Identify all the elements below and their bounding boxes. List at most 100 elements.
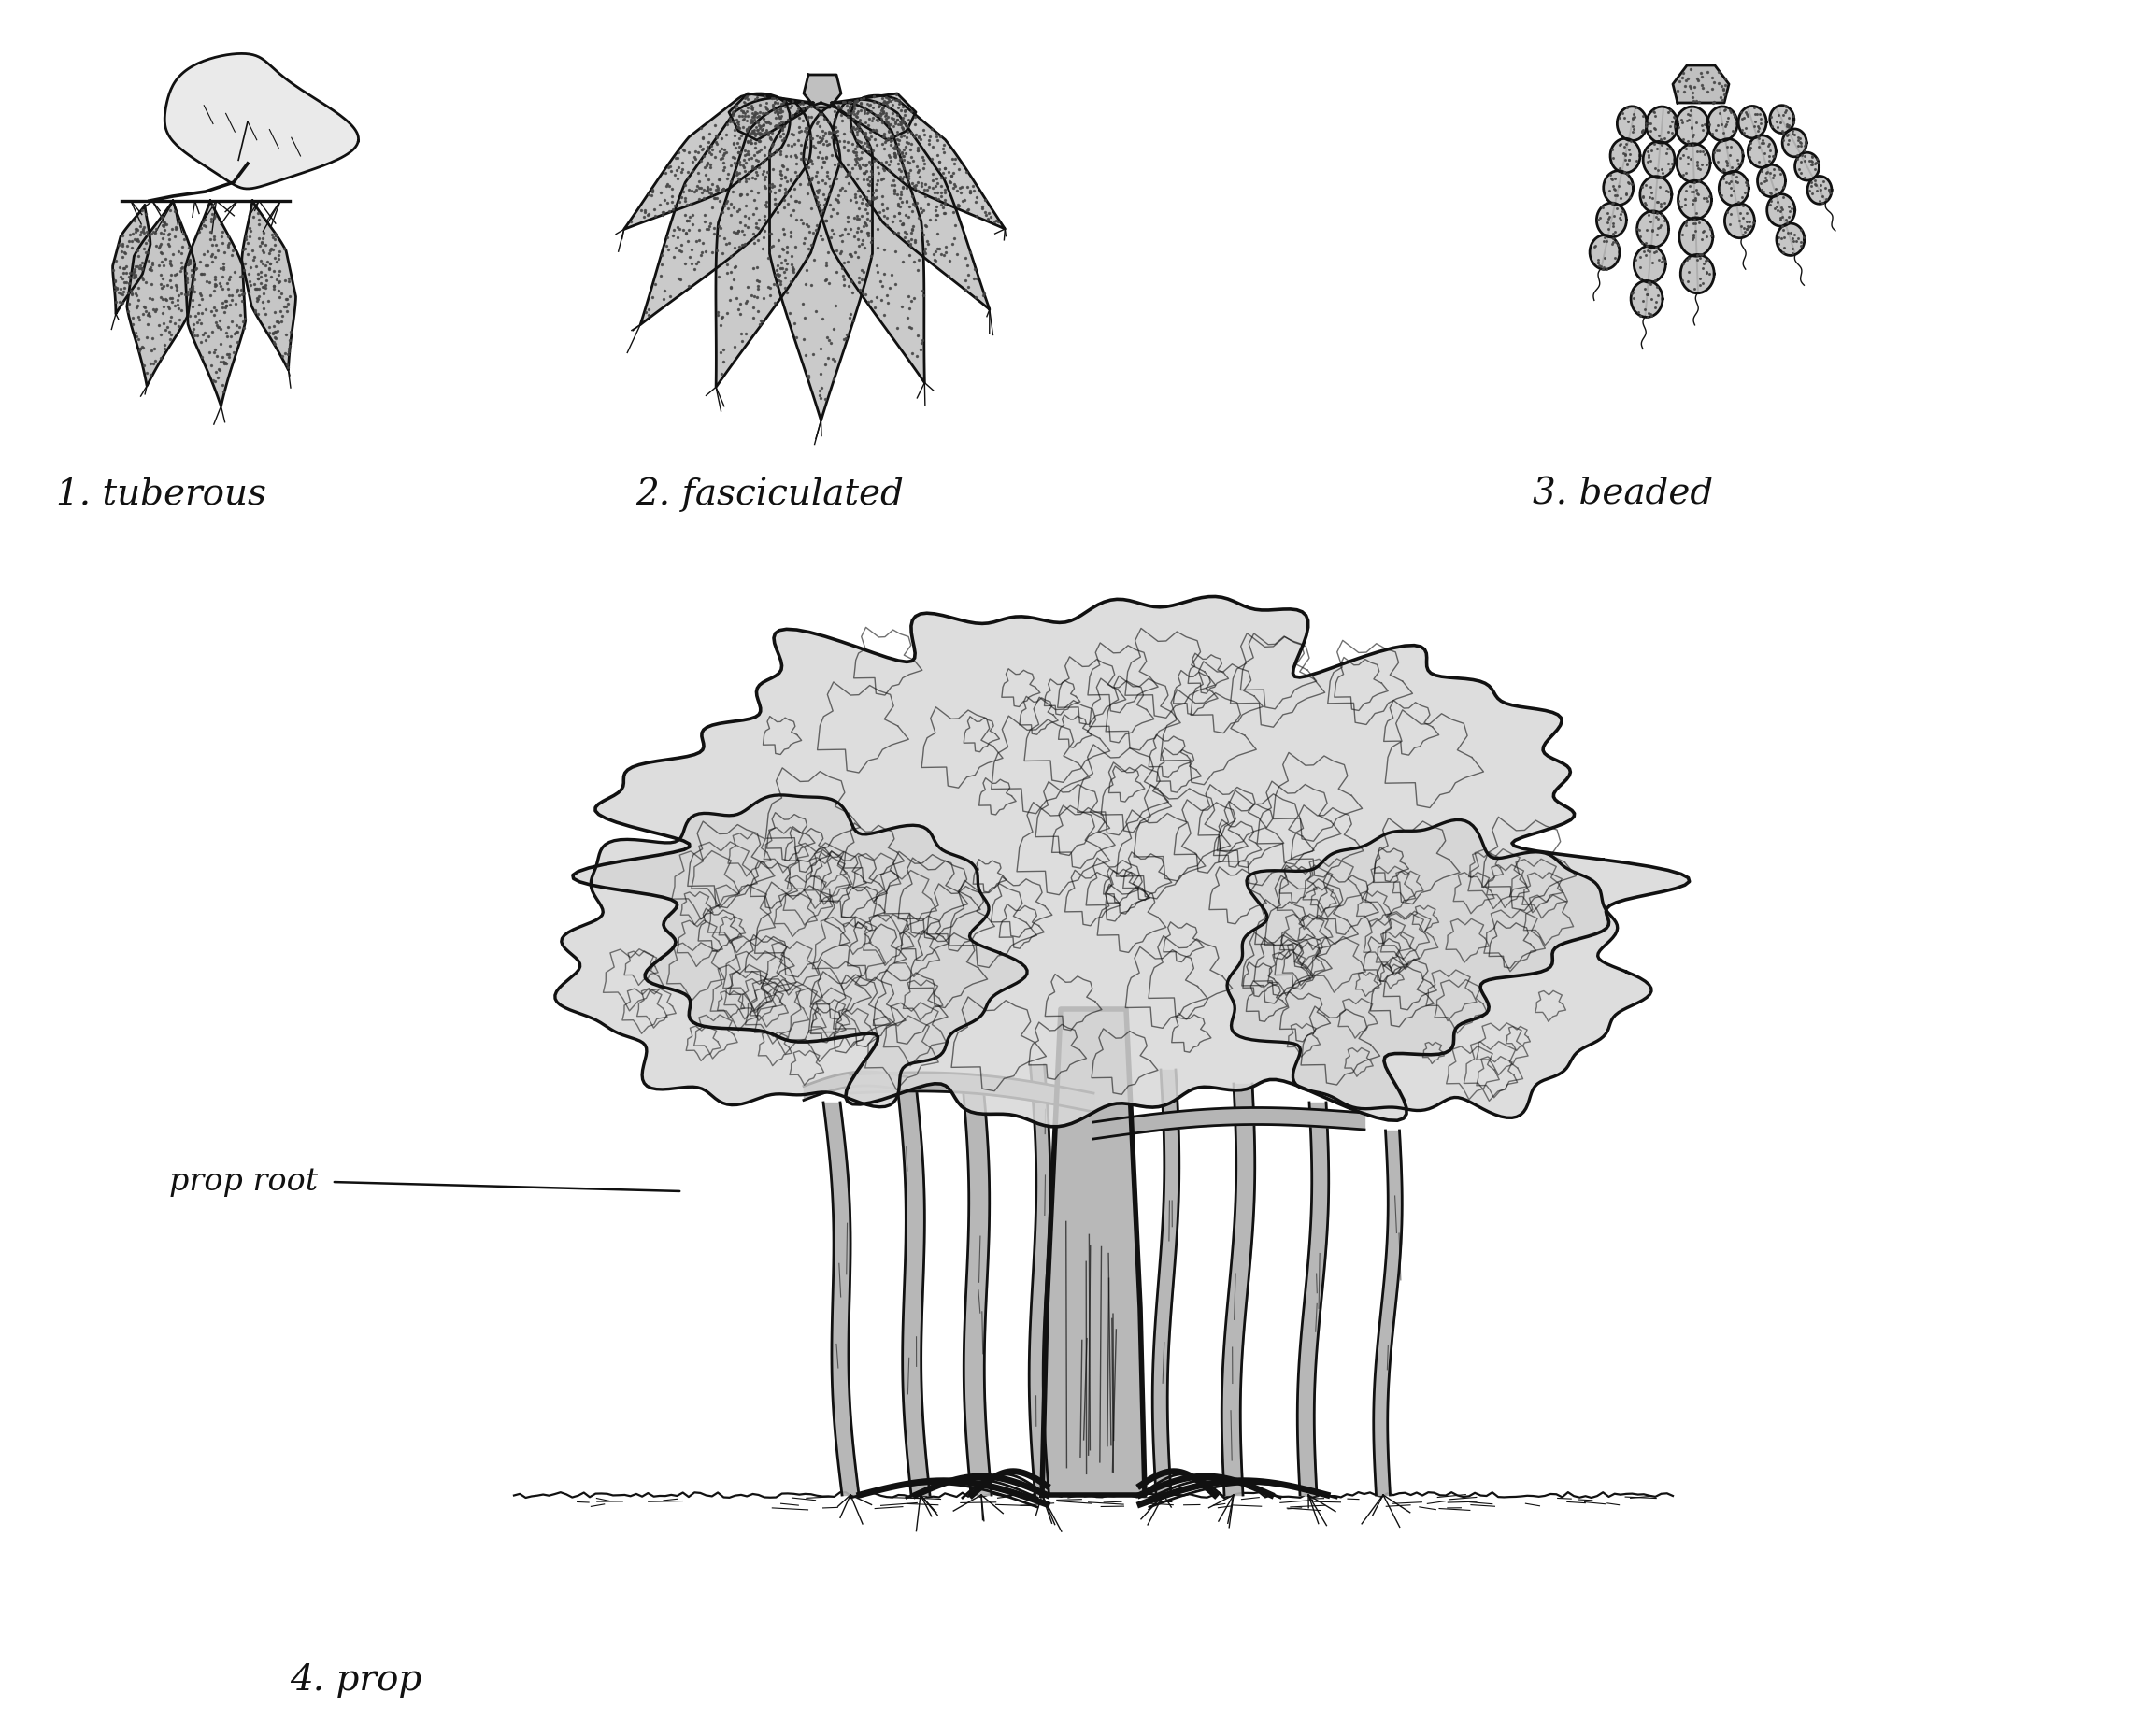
Point — [731, 214, 765, 241]
Point — [272, 336, 306, 363]
Point — [789, 210, 824, 238]
Point — [981, 207, 1015, 234]
Point — [1781, 127, 1815, 155]
Point — [895, 189, 929, 217]
Point — [1751, 158, 1785, 186]
Point — [789, 270, 824, 298]
Point — [1759, 193, 1794, 220]
Point — [785, 107, 819, 134]
Point — [183, 343, 218, 370]
Point — [901, 124, 936, 152]
Point — [867, 121, 901, 148]
Point — [207, 350, 241, 377]
Point — [1761, 102, 1796, 129]
Point — [705, 336, 740, 363]
Point — [729, 136, 763, 164]
Point — [677, 138, 711, 165]
Point — [906, 220, 940, 248]
Point — [880, 134, 914, 162]
Point — [1591, 205, 1626, 232]
Point — [817, 117, 852, 145]
Point — [1632, 141, 1667, 169]
Point — [951, 196, 985, 224]
Point — [207, 377, 241, 405]
Point — [1787, 136, 1822, 164]
Point — [237, 298, 272, 325]
Point — [1664, 193, 1699, 220]
Point — [752, 124, 787, 152]
Point — [239, 265, 274, 293]
Point — [1703, 127, 1738, 155]
Point — [837, 91, 871, 119]
Point — [830, 207, 865, 234]
Point — [789, 95, 824, 122]
Point — [740, 179, 774, 207]
Point — [871, 93, 906, 121]
Point — [817, 98, 852, 126]
Point — [765, 121, 800, 148]
Point — [806, 143, 841, 170]
Point — [722, 195, 757, 222]
Point — [252, 250, 287, 277]
Point — [1708, 76, 1742, 103]
Point — [761, 108, 796, 136]
Point — [1673, 172, 1708, 200]
Text: prop root: prop root — [168, 1168, 317, 1197]
Point — [808, 169, 843, 196]
Point — [865, 150, 899, 177]
Point — [194, 296, 229, 324]
Point — [841, 152, 875, 179]
Point — [183, 279, 218, 307]
Point — [759, 260, 793, 288]
Point — [1723, 200, 1757, 227]
Point — [1690, 246, 1725, 274]
Point — [733, 108, 768, 136]
Polygon shape — [1677, 181, 1712, 219]
Point — [759, 114, 793, 141]
Point — [671, 272, 705, 300]
Point — [882, 155, 916, 183]
Point — [651, 224, 686, 251]
Point — [772, 300, 806, 327]
Point — [1710, 103, 1744, 131]
Point — [209, 288, 244, 315]
Point — [1787, 129, 1822, 157]
Point — [742, 207, 776, 234]
Point — [903, 169, 938, 196]
Point — [123, 338, 157, 365]
Point — [692, 121, 727, 148]
Point — [112, 269, 147, 296]
Point — [1692, 183, 1727, 210]
Point — [1630, 231, 1664, 258]
Point — [1779, 141, 1813, 169]
Point — [839, 121, 873, 148]
Point — [852, 112, 886, 139]
Point — [1602, 153, 1636, 181]
Point — [791, 162, 826, 189]
Point — [970, 205, 1005, 232]
Point — [1639, 238, 1673, 265]
Point — [1695, 90, 1729, 117]
Point — [1589, 200, 1623, 227]
Point — [1634, 248, 1669, 276]
Point — [662, 138, 696, 165]
Point — [776, 121, 811, 148]
Point — [727, 100, 761, 127]
Point — [1664, 108, 1699, 136]
Point — [1675, 88, 1710, 115]
Point — [899, 121, 934, 148]
Point — [1669, 212, 1703, 239]
Point — [1716, 103, 1751, 131]
Point — [895, 226, 929, 253]
Point — [720, 114, 755, 141]
Point — [783, 119, 817, 146]
Point — [649, 158, 683, 186]
Point — [759, 110, 793, 138]
Point — [1641, 220, 1675, 248]
Point — [735, 117, 770, 145]
Point — [731, 102, 765, 129]
Point — [108, 274, 142, 301]
Point — [1677, 205, 1712, 232]
Point — [757, 270, 791, 298]
Point — [125, 215, 160, 243]
